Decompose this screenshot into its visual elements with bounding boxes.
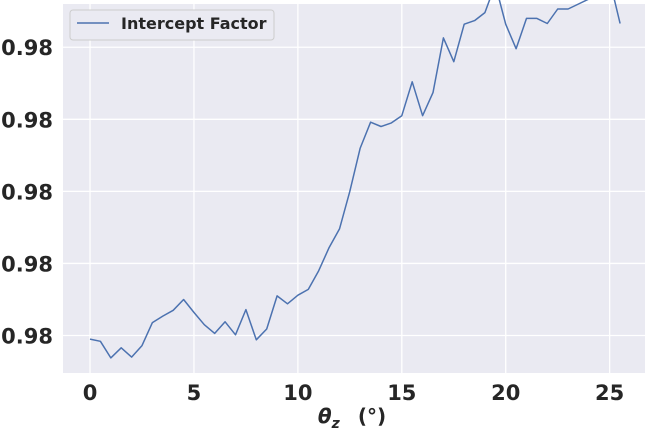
y-tick-label: 0.98 <box>1 252 53 276</box>
x-tick-label: 10 <box>283 381 312 405</box>
y-tick-label: 0.98 <box>1 180 53 204</box>
grid-lines <box>63 4 645 373</box>
y-tick-label: 0.98 <box>1 108 53 132</box>
legend: Intercept Factor <box>69 9 275 41</box>
y-tick-label: 0.98 <box>1 325 53 349</box>
series-line-intercept-factor <box>89 0 621 359</box>
x-axis-label: θz (°) <box>318 404 386 432</box>
x-tick-label: 15 <box>387 381 416 405</box>
x-tick-label: 20 <box>491 381 520 405</box>
x-axis-label-subscript: z <box>331 416 341 432</box>
x-axis-ticks: 0 5 10 15 20 25 <box>83 381 625 405</box>
y-tick-label: 0.98 <box>1 36 53 60</box>
x-tick-label: 0 <box>83 381 98 405</box>
x-tick-label: 5 <box>187 381 202 405</box>
legend-label: Intercept Factor <box>121 14 267 33</box>
x-axis-label-unit: (°) <box>358 404 386 428</box>
series-lines <box>89 0 621 359</box>
legend-box <box>69 9 275 41</box>
plot-area <box>63 4 645 373</box>
x-axis-label-symbol: θ <box>318 404 332 428</box>
x-tick-label: 25 <box>595 381 624 405</box>
y-axis-ticks: 0.98 0.98 0.98 0.98 0.98 <box>1 36 53 348</box>
